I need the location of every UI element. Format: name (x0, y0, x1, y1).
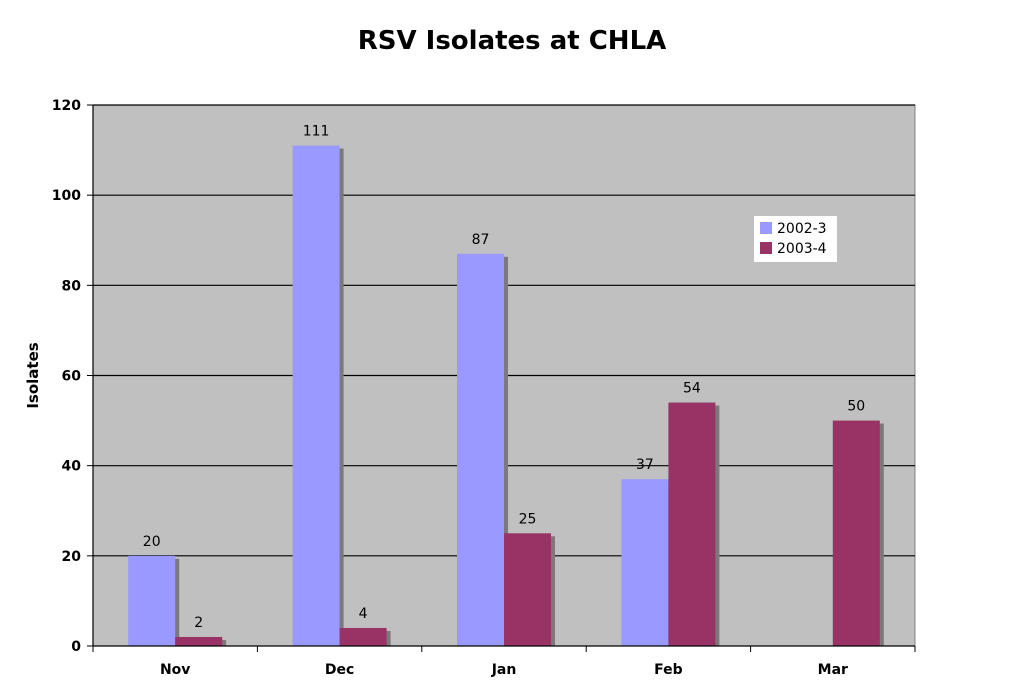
bar-2002-3-Jan (457, 253, 504, 646)
legend-label: 2002-3 (777, 221, 827, 237)
y-tick-label: 60 (62, 369, 82, 385)
x-tick-label: Jan (491, 662, 517, 678)
y-tick-label: 100 (52, 188, 81, 204)
data-label: 50 (847, 399, 865, 415)
data-label: 2 (194, 615, 203, 631)
data-label: 4 (359, 606, 368, 622)
legend-swatch (760, 242, 772, 254)
y-tick-label: 120 (52, 98, 81, 114)
x-tick-label: Feb (654, 662, 683, 678)
y-axis-title: Isolates (24, 342, 42, 408)
legend-label: 2003-4 (777, 241, 827, 257)
x-tick-label: Nov (160, 662, 190, 678)
data-label: 25 (519, 511, 537, 527)
y-tick-label: 80 (62, 278, 82, 294)
bar-2003-4-Mar (832, 420, 880, 646)
bar-2003-4-Nov (175, 636, 223, 646)
axes (87, 104, 916, 652)
y-tick-label: 0 (71, 639, 81, 655)
bar-2002-3-Feb (621, 479, 669, 646)
data-label: 20 (143, 534, 161, 550)
bar-2002-3-Nov (128, 555, 176, 646)
bars (128, 145, 884, 646)
y-tick-label: 40 (62, 459, 82, 475)
data-label: 37 (636, 457, 654, 473)
legend-swatch (760, 222, 772, 234)
labels: 0 20 40 60 80 100 120 Nov 20 2 Dec 111 4 Jan 87 25 Feb 37… (52, 98, 865, 678)
data-label: 54 (683, 381, 701, 397)
legend: 2002-3 2003-4 (754, 216, 837, 262)
data-label: 87 (472, 232, 490, 248)
bar-2003-4-Jan (504, 533, 551, 646)
x-tick-label: Mar (818, 662, 848, 678)
data-label: 111 (303, 124, 330, 140)
y-tick-label: 20 (62, 549, 82, 565)
bar-2003-4-Dec (339, 627, 387, 646)
x-tick-label: Dec (325, 662, 354, 678)
chart-title: RSV Isolates at CHLA (357, 26, 667, 56)
bar-2003-4-Feb (668, 402, 716, 646)
bar-2002-3-Dec (292, 145, 340, 646)
